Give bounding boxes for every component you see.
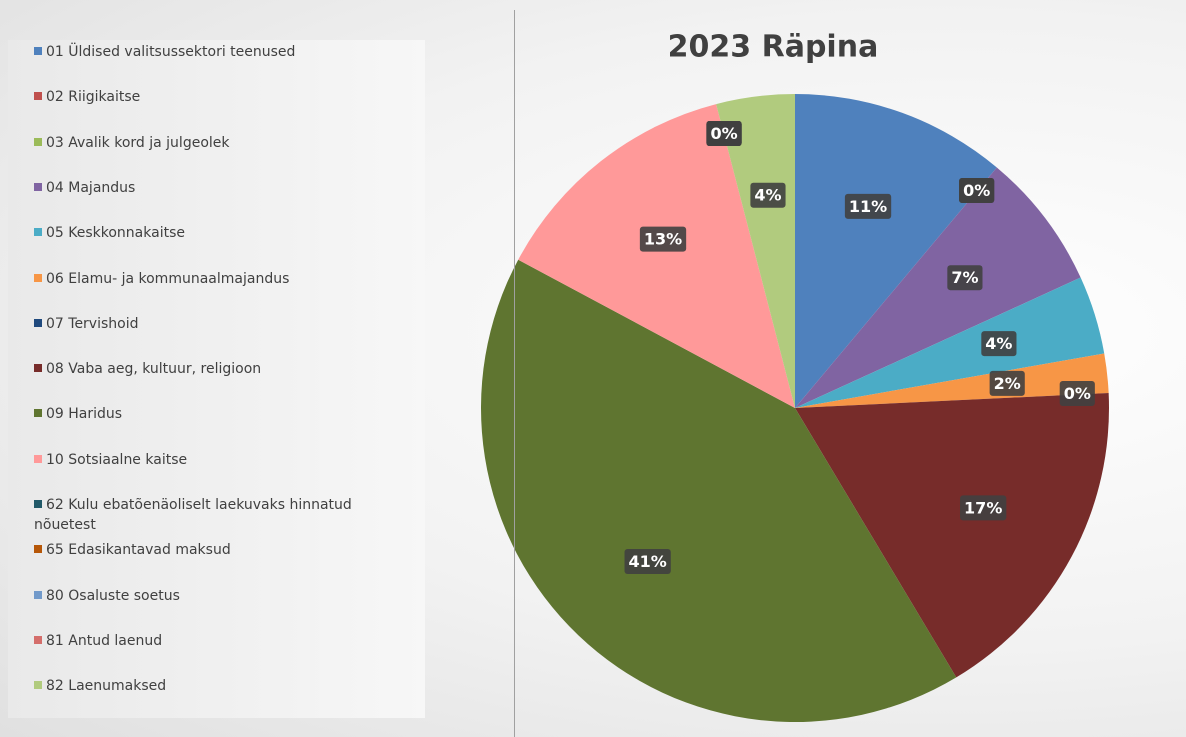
legend-item: 10 Sotsiaalne kaitse xyxy=(34,450,414,470)
legend-label: 82 Laenumaksed xyxy=(46,678,167,695)
legend-swatch xyxy=(34,364,42,373)
pie-slice xyxy=(716,94,795,408)
legend-label: 10 Sotsiaalne kaitse xyxy=(46,451,188,468)
legend-swatch xyxy=(34,500,42,508)
data-label-box xyxy=(750,182,786,208)
data-label-box xyxy=(844,193,892,219)
data-label-text: 7% xyxy=(951,268,978,287)
pie-slice xyxy=(795,277,1105,408)
pie-slice xyxy=(481,259,957,722)
pie-slice xyxy=(795,353,1109,408)
legend-item: 05 Keskkonnakaitse xyxy=(34,223,414,243)
legend-swatch xyxy=(34,182,42,191)
legend-item: 81 Antud laenud xyxy=(34,631,414,651)
data-label-text: 41% xyxy=(629,552,667,571)
pie-slice xyxy=(795,167,1081,408)
legend-item: 82 Laenumaksed xyxy=(34,676,414,696)
data-label: 11% xyxy=(844,193,892,219)
legend-item: 04 Majandus xyxy=(34,178,414,198)
legend-label: 06 Elamu- ja kommunaalmajandus xyxy=(46,270,290,287)
legend-item: 62 Kulu ebatõenäoliselt laekuvaks hinnat… xyxy=(34,495,414,535)
legend-swatch xyxy=(34,47,42,55)
legend-item: 06 Elamu- ja kommunaalmajandus xyxy=(34,269,414,289)
data-label: 0% xyxy=(959,178,995,204)
data-label-box xyxy=(989,370,1025,396)
data-label-text: 4% xyxy=(985,334,1012,353)
legend-item: 09 Haridus xyxy=(34,404,414,424)
legend-label: 80 Osaluste soetus xyxy=(46,587,180,604)
legend-swatch xyxy=(34,273,42,282)
legend-label: 08 Vaba aeg, kultuur, religioon xyxy=(46,361,262,378)
data-label-text: 0% xyxy=(963,181,990,200)
data-label-text: 2% xyxy=(994,374,1021,393)
legend-label: 01 Üldised valitsussektori teenused xyxy=(46,44,296,60)
legend-item: 65 Edasikantavad maksud xyxy=(34,540,414,560)
pie-slice xyxy=(795,393,1109,678)
data-label: 0% xyxy=(706,120,742,146)
legend-item: 08 Vaba aeg, kultuur, religioon xyxy=(34,359,414,379)
data-label: 4% xyxy=(750,182,786,208)
data-label-text: 17% xyxy=(964,498,1002,517)
data-label-box xyxy=(624,549,671,575)
divider xyxy=(514,10,515,737)
legend-label: 65 Edasikantavad maksud xyxy=(46,542,231,559)
legend-item: 03 Avalik kord ja julgeolek xyxy=(34,133,414,153)
data-label-box xyxy=(706,120,742,146)
data-label-box xyxy=(947,265,983,291)
legend-label: 81 Antud laenud xyxy=(46,632,163,649)
data-label-text: 0% xyxy=(1064,384,1091,403)
pie-slice xyxy=(795,94,997,408)
legend-label: 05 Keskkonnakaitse xyxy=(46,225,185,242)
legend-item: 01 Üldised valitsussektori teenused xyxy=(34,42,414,62)
data-label-box xyxy=(981,331,1017,357)
data-label: 13% xyxy=(639,226,687,252)
data-label: 2% xyxy=(989,370,1025,396)
legend-label: 03 Avalik kord ja julgeolek xyxy=(46,134,230,151)
legend-item: 02 Riigikaitse xyxy=(34,87,414,107)
data-label-text: 13% xyxy=(644,230,682,249)
data-label-text: 11% xyxy=(849,197,887,216)
legend-swatch xyxy=(34,681,42,690)
legend-swatch xyxy=(34,318,42,327)
data-label: 7% xyxy=(947,265,983,291)
legend-swatch xyxy=(34,545,42,554)
legend-swatch xyxy=(34,137,42,146)
data-label-box xyxy=(960,495,1007,521)
legend-label: 07 Tervishoid xyxy=(46,315,139,332)
chart-title: 2023 Räpina xyxy=(668,30,879,65)
legend-swatch xyxy=(34,409,42,418)
legend-swatch xyxy=(34,92,42,101)
legend-label: 62 Kulu ebatõenäoliselt laekuvaks hinnat… xyxy=(34,497,352,533)
data-label-text: 0% xyxy=(710,124,737,143)
legend-label: 02 Riigikaitse xyxy=(46,89,141,106)
legend-swatch xyxy=(34,454,42,463)
legend-item: 80 Osaluste soetus xyxy=(34,586,414,606)
data-label: 4% xyxy=(981,331,1017,357)
data-label-box xyxy=(1059,381,1095,407)
data-label: 0% xyxy=(1059,381,1095,407)
legend-swatch xyxy=(34,228,42,237)
data-label: 17% xyxy=(960,495,1007,521)
data-label-text: 4% xyxy=(754,186,781,205)
legend-swatch xyxy=(34,635,42,644)
legend-item: 07 Tervishoid xyxy=(34,314,414,334)
legend-label: 09 Haridus xyxy=(46,406,123,423)
data-label-box xyxy=(639,226,687,252)
legend-label: 04 Majandus xyxy=(46,179,136,196)
data-label: 41% xyxy=(624,549,671,575)
data-label-box xyxy=(959,178,995,204)
pie-slice xyxy=(795,167,997,408)
pie-slice xyxy=(518,104,795,408)
legend: 01 Üldised valitsussektori teenused 02 Ri… xyxy=(8,40,425,718)
legend-swatch xyxy=(34,590,42,599)
